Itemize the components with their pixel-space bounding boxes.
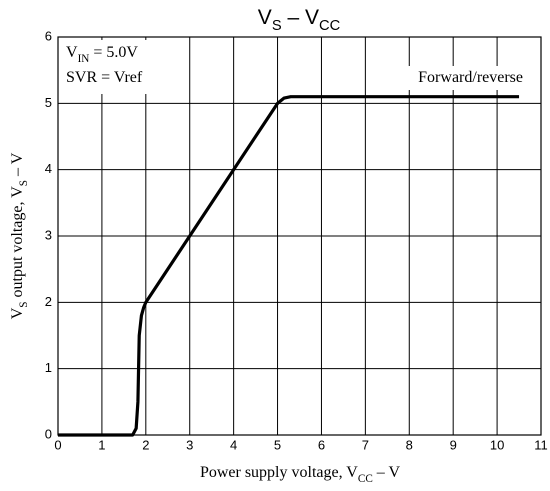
- x-tick-label: 7: [362, 437, 369, 452]
- x-tick-label: 2: [142, 437, 149, 452]
- annotation: Forward/reverse: [418, 69, 523, 86]
- x-tick-label: 8: [406, 437, 413, 452]
- y-axis-label: VS output voltage, VS – V: [9, 152, 30, 319]
- y-axis-label-part: V: [9, 307, 26, 319]
- y-axis-label-part: S: [18, 180, 30, 186]
- annotation-part: = 5.0V: [89, 44, 138, 61]
- y-axis-label-part: – V: [9, 152, 26, 180]
- y-tick-label: 6: [45, 28, 52, 43]
- annotation-part: V: [66, 44, 78, 61]
- x-tick-label: 3: [186, 437, 193, 452]
- x-axis-label-part: Power supply voltage, V: [200, 464, 358, 481]
- y-tick-label: 3: [45, 227, 52, 242]
- y-tick-label: 2: [45, 294, 52, 309]
- x-tick-label: 0: [54, 437, 61, 452]
- annotation-part: Forward/reverse: [418, 69, 523, 86]
- x-tick-label: 6: [318, 437, 325, 452]
- chart-title: VS – VCC: [258, 6, 341, 34]
- y-tick-label: 4: [45, 161, 52, 176]
- x-axis-label-part: – V: [373, 464, 401, 481]
- x-tick-label: 1: [98, 437, 105, 452]
- chart-title-part: CC: [319, 18, 341, 34]
- x-tick-label: 4: [230, 437, 237, 452]
- x-tick-label: 5: [274, 437, 281, 452]
- chart-title-part: V: [258, 6, 272, 29]
- annotation-part: SVR = Vref: [66, 69, 143, 86]
- chart-title-part: – V: [282, 6, 319, 29]
- annotation-bg: [392, 66, 528, 90]
- x-tick-label: 11: [534, 437, 548, 452]
- plot-frame: [57, 36, 542, 436]
- annotation: VIN = 5.0V: [66, 44, 138, 65]
- x-axis-label-part: CC: [358, 473, 373, 485]
- y-axis-label-part: S: [18, 301, 30, 307]
- y-tick-label: 5: [45, 95, 52, 110]
- annotation-bg: [60, 40, 180, 94]
- annotation-part: IN: [78, 53, 90, 65]
- line: [58, 95, 520, 437]
- x-axis-label: Power supply voltage, VCC – V: [200, 464, 401, 485]
- chart-title-part: S: [272, 18, 282, 34]
- x-tick-label: 10: [490, 437, 504, 452]
- y-tick-label: 1: [45, 360, 52, 375]
- y-axis-label-part: output voltage, V: [9, 186, 26, 302]
- y-tick-label: 0: [45, 426, 52, 441]
- x-tick-label: 9: [450, 437, 457, 452]
- annotation: SVR = Vref: [66, 69, 143, 86]
